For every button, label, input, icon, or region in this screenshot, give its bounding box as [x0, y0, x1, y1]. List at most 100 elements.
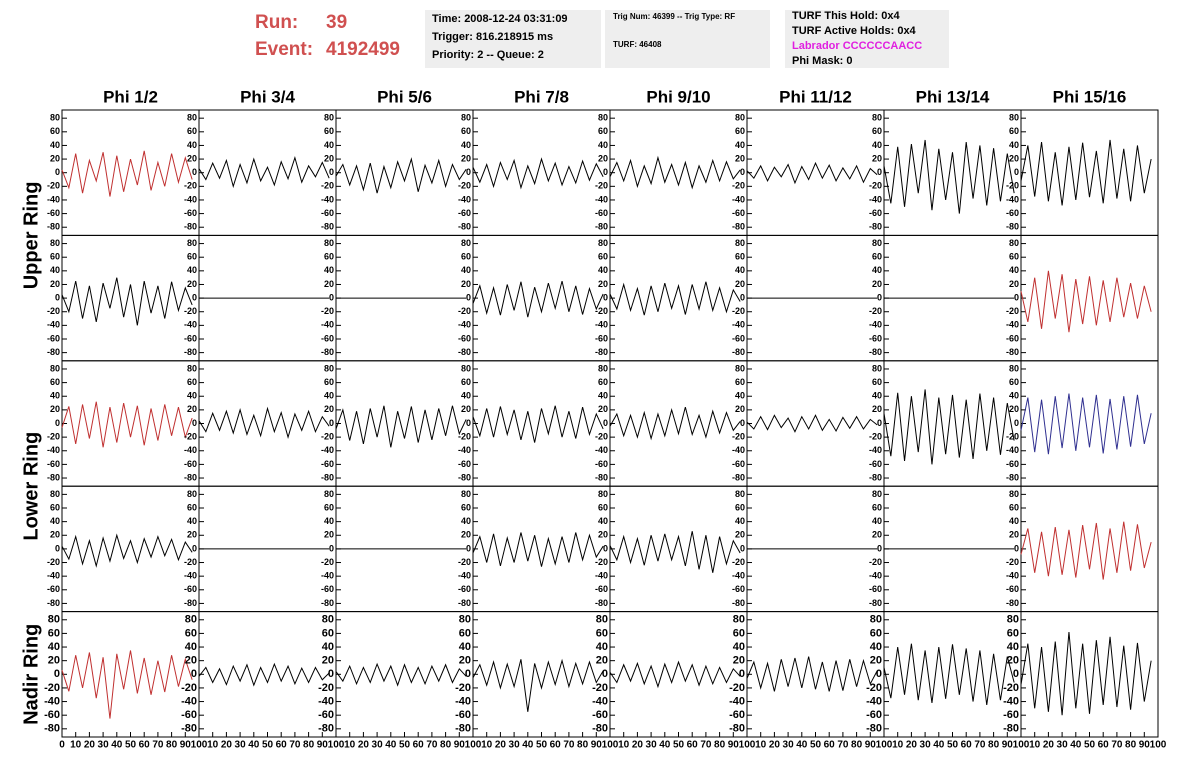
- x-tick-label: 20: [84, 740, 96, 751]
- y-tick-label: -60: [458, 584, 471, 594]
- y-tick-label: 20: [185, 655, 197, 667]
- y-tick-label: 60: [872, 252, 882, 262]
- run-label: Run:: [255, 12, 298, 33]
- y-tick-label: -20: [181, 682, 197, 694]
- y-tick-label: -80: [869, 598, 882, 608]
- panel-frame: [609, 485, 748, 613]
- info-box: [425, 10, 601, 68]
- x-tick-label: 90: [180, 740, 192, 751]
- panel-frame: [746, 109, 885, 236]
- y-tick-label: 0: [1014, 543, 1019, 553]
- y-tick-label: -60: [729, 709, 745, 721]
- y-tick-label: 0: [740, 418, 745, 428]
- y-tick-label: 60: [870, 627, 882, 639]
- x-tick-label: 100: [876, 740, 893, 751]
- y-tick-label: 40: [185, 641, 197, 653]
- y-tick-label: 60: [872, 126, 882, 136]
- panel-frame: [883, 360, 1022, 487]
- y-tick-label: 60: [598, 502, 608, 512]
- y-tick-label: -40: [1006, 320, 1019, 330]
- x-tick-label: 30: [920, 740, 932, 751]
- y-tick-label: -20: [47, 432, 60, 442]
- y-tick-label: 0: [192, 543, 197, 553]
- y-tick-label: 0: [329, 543, 334, 553]
- y-tick-label: 60: [50, 377, 60, 387]
- y-tick-label: 60: [735, 377, 745, 387]
- x-tick-label: 30: [509, 740, 521, 751]
- y-tick-label: 60: [322, 627, 334, 639]
- y-tick-label: 0: [465, 668, 471, 680]
- y-tick-label: 80: [461, 113, 471, 123]
- y-tick-label: 40: [870, 641, 882, 653]
- x-tick-label: 90: [591, 740, 603, 751]
- x-tick-label: 20: [221, 740, 233, 751]
- event-number: 4192499: [326, 39, 400, 60]
- x-tick-label: 60: [687, 740, 699, 751]
- waveform: [746, 656, 878, 692]
- y-tick-label: -60: [595, 459, 608, 469]
- y-tick-label: 80: [1009, 238, 1019, 248]
- y-tick-label: 60: [461, 502, 471, 512]
- x-tick-label: 70: [974, 740, 986, 751]
- y-tick-label: 80: [322, 614, 334, 626]
- y-tick-label: -40: [592, 695, 608, 707]
- y-tick-label: 40: [461, 391, 471, 401]
- y-tick-label: -80: [458, 347, 471, 357]
- y-tick-label: -20: [869, 181, 882, 191]
- x-tick-label: 100: [191, 740, 208, 751]
- y-tick-label: 80: [872, 489, 882, 499]
- panel-frame: [198, 109, 337, 236]
- y-tick-label: -60: [458, 459, 471, 469]
- y-tick-label: 40: [598, 265, 608, 275]
- y-tick-label: -20: [595, 181, 608, 191]
- x-tick-label: 40: [659, 740, 671, 751]
- x-tick-label: 40: [111, 740, 123, 751]
- x-tick-label: 60: [550, 740, 562, 751]
- x-tick-label: 20: [495, 740, 507, 751]
- y-tick-label: -80: [732, 222, 745, 232]
- panel-frame: [746, 360, 885, 487]
- y-tick-label: 80: [1007, 614, 1019, 626]
- y-tick-label: 40: [598, 516, 608, 526]
- y-tick-label: -60: [1006, 333, 1019, 343]
- y-tick-label: 0: [192, 418, 197, 428]
- panel-frame: [1020, 109, 1159, 236]
- y-tick-label: 20: [735, 153, 745, 163]
- y-tick-label: 20: [870, 655, 882, 667]
- x-tick-label: 40: [1070, 740, 1082, 751]
- x-tick-label: 10: [755, 740, 767, 751]
- ring-label: Lower Ring: [20, 432, 42, 541]
- x-tick-label: 30: [372, 740, 384, 751]
- x-tick-label: 80: [577, 740, 589, 751]
- waveform: [472, 405, 604, 443]
- y-tick-label: -80: [1006, 598, 1019, 608]
- y-tick-label: 60: [461, 126, 471, 136]
- y-tick-label: -40: [184, 194, 197, 204]
- waveform: [1020, 632, 1152, 716]
- x-tick-label: 70: [837, 740, 849, 751]
- y-tick-label: 0: [55, 167, 60, 177]
- x-tick-label: 80: [988, 740, 1000, 751]
- panel-frame: [609, 611, 748, 738]
- y-tick-label: 40: [50, 391, 60, 401]
- y-tick-label: 40: [735, 140, 745, 150]
- y-tick-label: -20: [321, 306, 334, 316]
- x-tick-label: 50: [125, 740, 137, 751]
- y-tick-label: 0: [55, 543, 60, 553]
- info-text: Time: 2008-12-24 03:31:09: [432, 13, 568, 25]
- y-tick-label: 20: [187, 279, 197, 289]
- y-tick-label: -20: [458, 557, 471, 567]
- waveform: [472, 532, 604, 567]
- y-tick-label: -80: [869, 347, 882, 357]
- y-tick-label: 0: [328, 668, 334, 680]
- y-tick-label: -60: [869, 208, 882, 218]
- y-tick-label: 20: [187, 153, 197, 163]
- y-tick-label: -60: [184, 333, 197, 343]
- x-tick-label: 30: [646, 740, 658, 751]
- y-tick-label: 20: [324, 153, 334, 163]
- x-tick-label: 10: [892, 740, 904, 751]
- waveform: [609, 660, 741, 689]
- waveform: [198, 155, 330, 189]
- y-tick-label: -40: [729, 695, 745, 707]
- x-tick-label: 20: [906, 740, 918, 751]
